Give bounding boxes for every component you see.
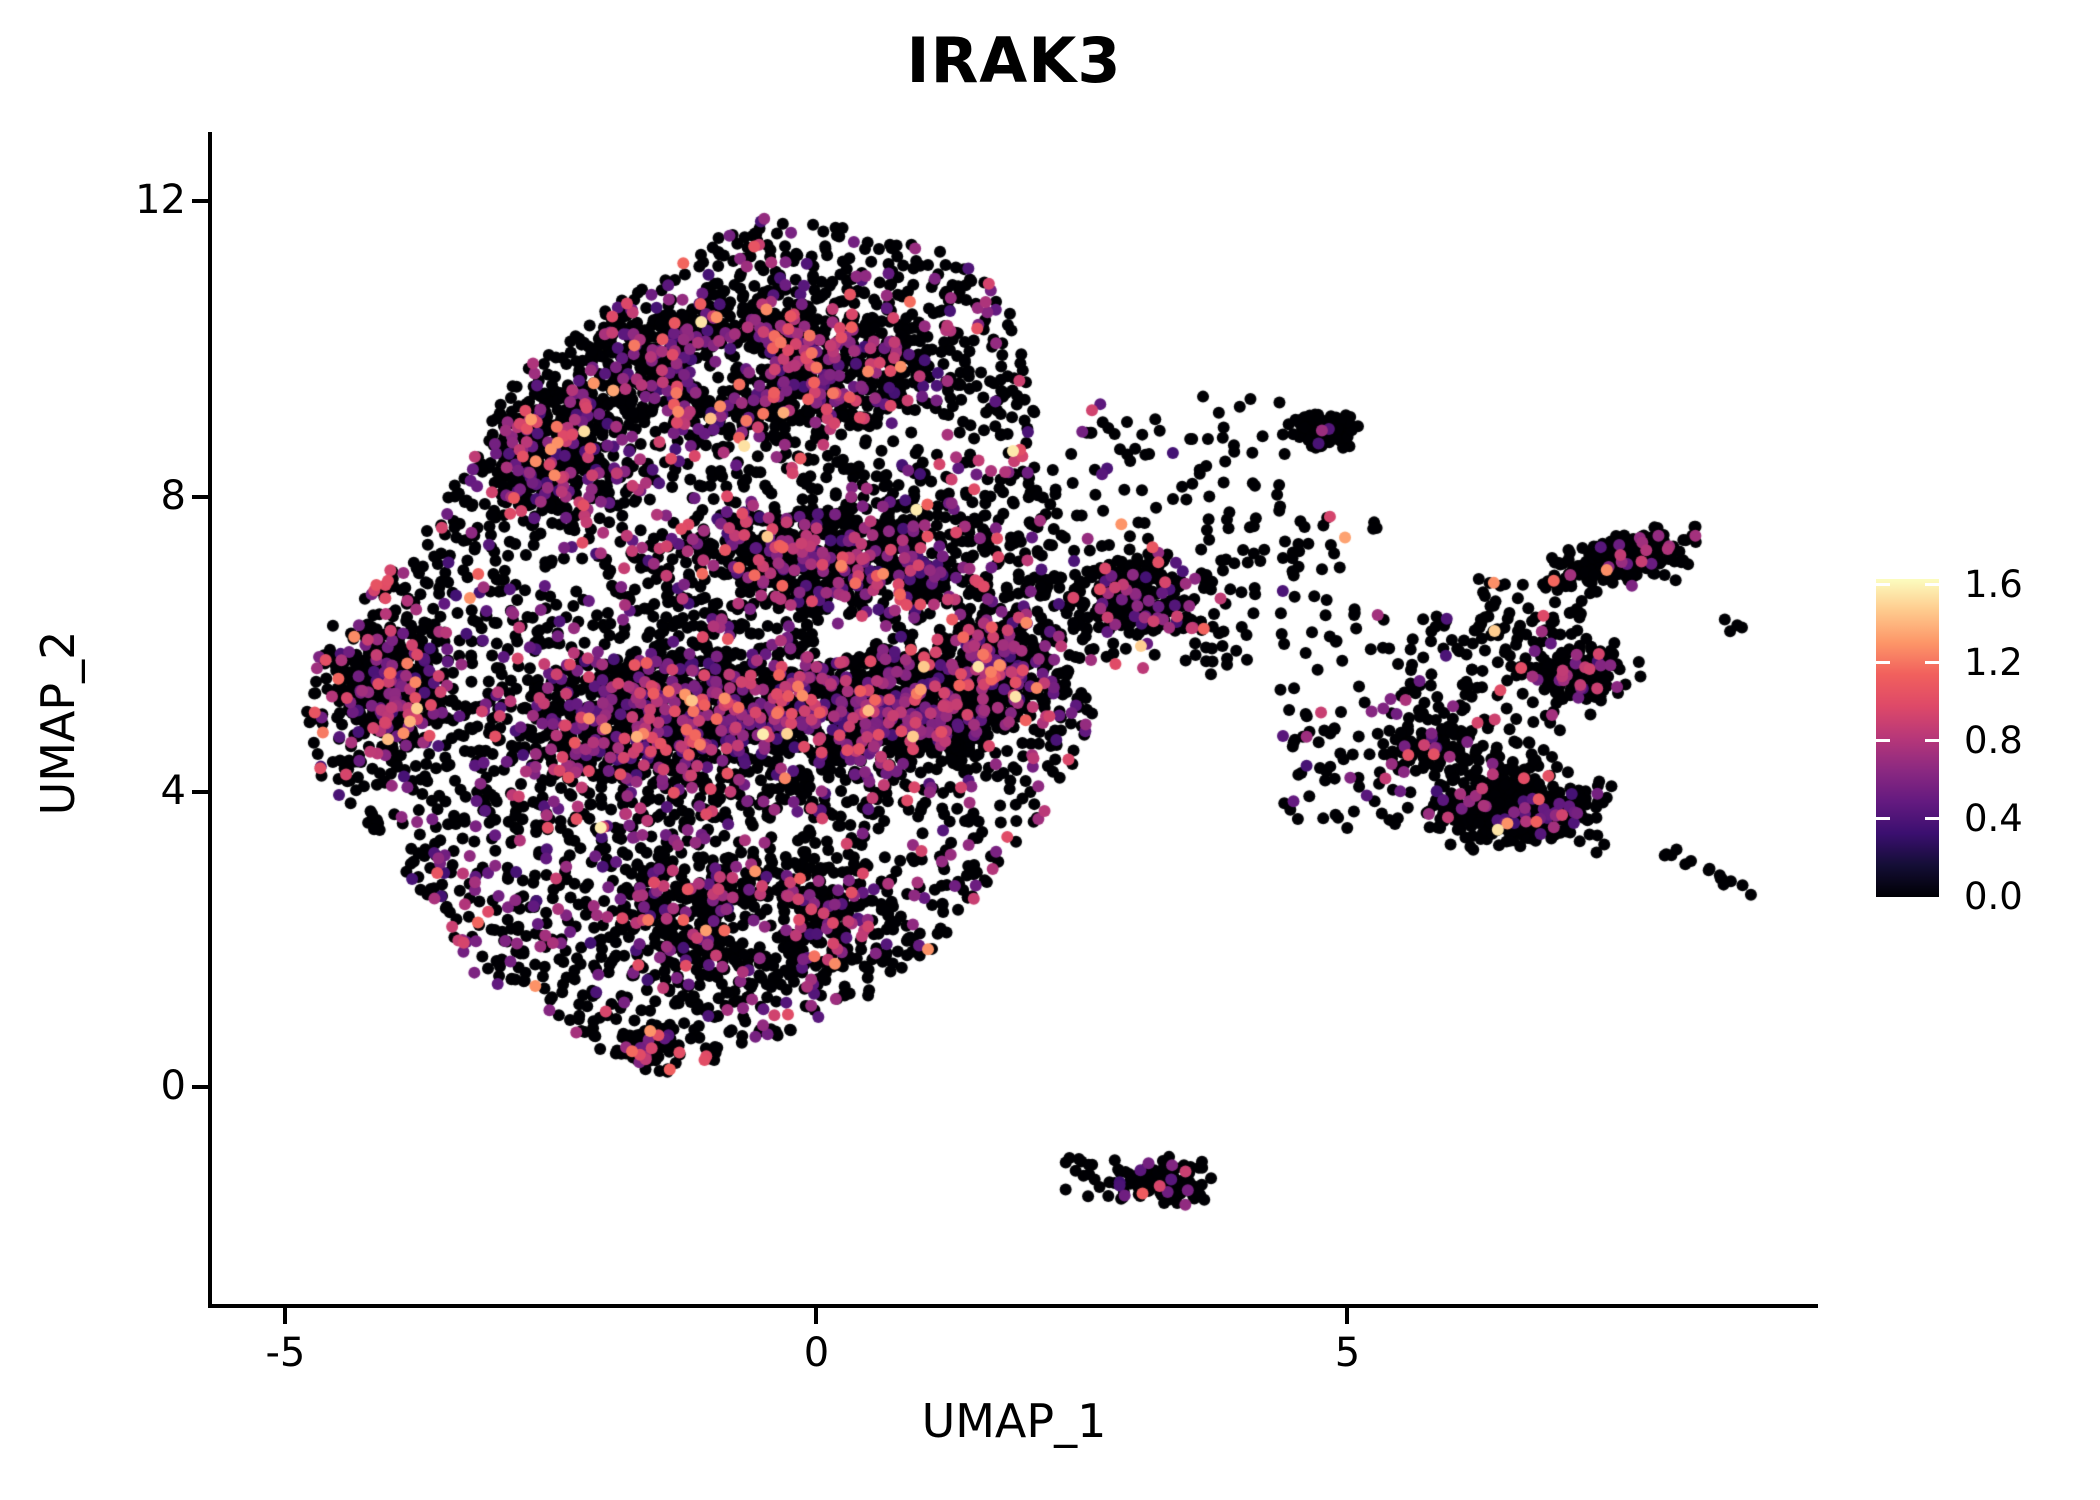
- y-axis-spine: [208, 132, 212, 1308]
- colorbar-tick-label: 0.4: [1964, 796, 2023, 840]
- x-tick-label: 5: [1334, 1330, 1361, 1376]
- x-axis-label: UMAP_1: [921, 1394, 1107, 1448]
- y-tick: [192, 199, 208, 204]
- colorbar-tick: [1876, 817, 1890, 821]
- x-tick-label: 0: [803, 1330, 830, 1376]
- colorbar-tick: [1925, 817, 1939, 821]
- y-tick-label: 8: [160, 472, 186, 519]
- y-tick: [192, 494, 208, 499]
- colorbar-tick: [1925, 583, 1939, 587]
- colorbar-tick-label: 0.8: [1964, 718, 2023, 762]
- x-axis-spine: [208, 1304, 1818, 1308]
- y-tick: [192, 789, 208, 794]
- colorbar-tick-label: 1.6: [1964, 562, 2023, 606]
- colorbar-tick: [1876, 739, 1890, 743]
- plot-title: IRAK3: [906, 24, 1122, 97]
- x-tick-label: -5: [265, 1330, 306, 1376]
- y-tick-label: 4: [160, 767, 186, 814]
- colorbar-tick: [1925, 661, 1939, 665]
- colorbar-tick-label: 1.2: [1964, 640, 2023, 684]
- y-tick-label: 0: [160, 1062, 186, 1109]
- x-tick: [814, 1308, 819, 1324]
- x-tick: [283, 1308, 288, 1324]
- colorbar-tick-label: 0.0: [1964, 875, 2023, 918]
- colorbar-tick: [1876, 661, 1890, 665]
- y-axis-label: UMAP_2: [31, 630, 85, 816]
- y-tick-label: 12: [135, 177, 186, 224]
- colorbar-tick: [1876, 583, 1890, 587]
- colorbar-tick: [1925, 739, 1939, 743]
- y-tick: [192, 1084, 208, 1089]
- x-tick: [1345, 1308, 1350, 1324]
- colorbar-gradient: [1876, 579, 1939, 897]
